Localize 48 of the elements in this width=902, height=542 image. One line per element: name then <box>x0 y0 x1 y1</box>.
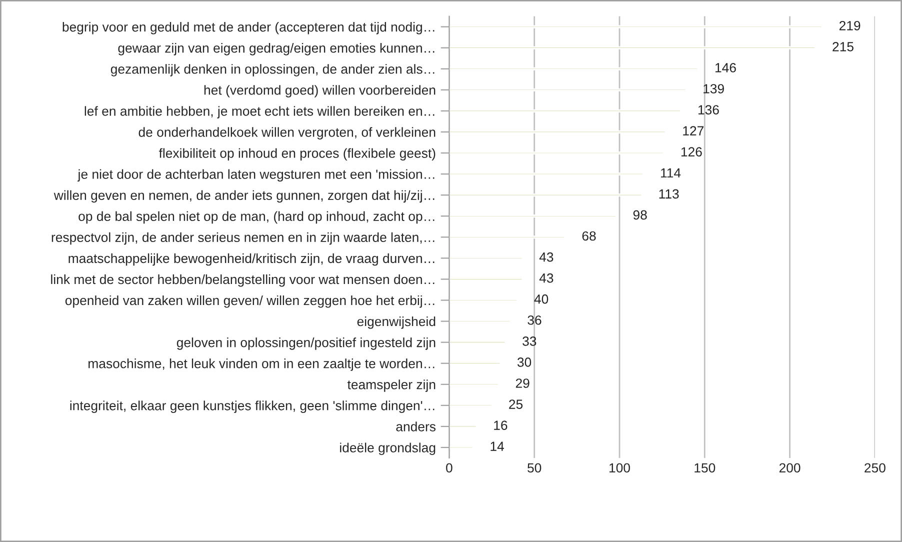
data-label: 98 <box>633 210 647 220</box>
y-tick-label: gezamenlijk denken in oplossingen, de ander zien als… <box>110 64 434 76</box>
y-tick-label: eigenwijsheid <box>357 316 436 329</box>
y-tick-label: link met de sector hebben/belangstelling voor wat mensen doen… <box>51 274 434 287</box>
y-tick-label: respectvol zijn, de ander serieus nemen en in zijn waarde laten,… <box>52 232 434 245</box>
y-tick-label: openheid van zaken willen geven/ willen zeggen hoe het erbij… <box>65 295 434 308</box>
y-tick-label: de onderhandelkoek willen vergroten, of verkleinen <box>138 127 436 140</box>
data-label: 68 <box>582 231 596 241</box>
data-label: 33 <box>522 336 536 346</box>
data-label: 113 <box>659 189 679 199</box>
data-label: 36 <box>528 315 542 325</box>
data-label: 114 <box>661 168 681 178</box>
data-label: 40 <box>534 294 548 304</box>
y-tick-label: je niet door de achterban laten wegsturen met een 'mission… <box>77 169 434 182</box>
data-label: 30 <box>517 358 532 367</box>
y-tick-label: op de bal spelen niet op de man, (hard op inhoud, zacht op… <box>78 211 434 224</box>
y-tick-label: teamspeler zijn <box>347 380 436 392</box>
data-label: 25 <box>509 400 523 409</box>
data-label: 43 <box>539 273 554 283</box>
y-tick-label: het (verdomd goed) willen voorbereiden <box>204 85 436 98</box>
data-label: 127 <box>683 126 704 136</box>
data-label: 136 <box>698 105 719 114</box>
data-label: 43 <box>539 252 554 262</box>
x-tick-label: 250 <box>864 463 886 473</box>
y-tick-label: flexibiliteit op inhoud en proces (flexibele geest) <box>158 148 436 161</box>
x-tick-label: 150 <box>694 463 716 473</box>
data-label: 139 <box>704 84 724 94</box>
data-label: 126 <box>681 147 702 157</box>
y-tick-label: willen geven en nemen, de ander iets gunnen, zorgen dat hij/zij… <box>54 190 434 203</box>
y-tick-label: ideële grondslag <box>340 442 436 455</box>
y-tick-label: maatschappelijke bewogenheid/kritisch zijn, de vraag durven… <box>68 253 434 266</box>
data-label: 14 <box>490 442 504 451</box>
y-tick-label: anders <box>396 422 436 432</box>
y-tick-label: begrip voor en geduld met de ander (accepteren dat tijd nodig… <box>62 22 434 34</box>
x-tick-label: 0 <box>446 463 452 473</box>
y-tick-label: integriteit, elkaar geen kunstjes flikken, geen 'slimme dingen'… <box>70 400 434 413</box>
x-tick-label: 50 <box>528 463 542 473</box>
x-tick-label: 100 <box>609 463 630 473</box>
data-label: 215 <box>832 42 854 52</box>
data-label: 146 <box>716 63 736 72</box>
data-label: 219 <box>839 20 860 30</box>
y-tick-label: masochisme, het leuk vinden om in een zaaltje te worden… <box>88 358 434 371</box>
y-tick-label: lef en ambitie hebben, je moet echt iets willen bereiken en… <box>84 106 434 118</box>
y-tick-label: gewaar zijn van eigen gedrag/eigen emoties kunnen… <box>118 43 434 56</box>
data-label: 16 <box>494 420 508 430</box>
data-label: 29 <box>516 378 530 388</box>
x-tick-label: 200 <box>779 463 800 473</box>
y-tick-label: geloven in oplossingen/positief ingesteld zijn <box>176 338 436 350</box>
